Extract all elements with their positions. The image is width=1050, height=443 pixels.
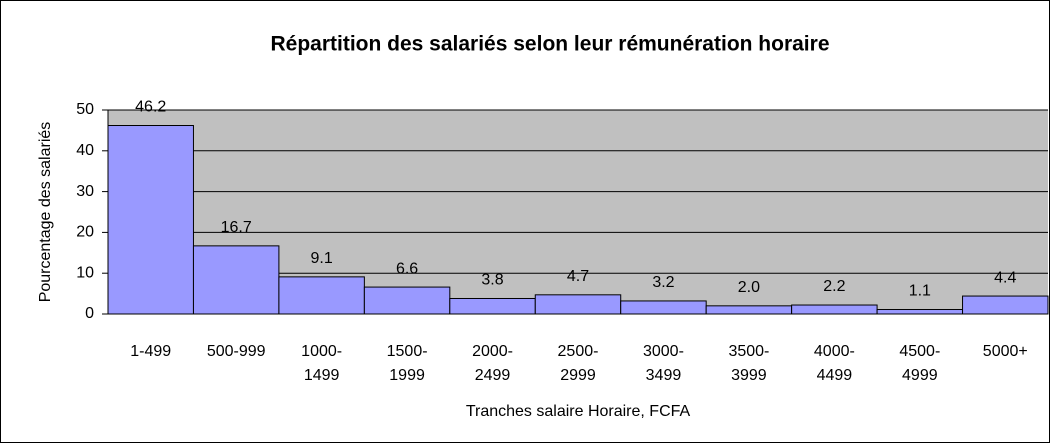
x-tick-label: 1-499	[130, 343, 171, 360]
x-tick-label: 3500-3999	[728, 343, 769, 384]
x-tick-label: 1000-1499	[301, 343, 342, 384]
y-tick-label: 0	[85, 305, 94, 322]
value-label: 16.7	[221, 219, 252, 236]
value-label: 46.2	[135, 99, 166, 116]
x-tick-label: 1500-1999	[387, 343, 428, 384]
chart-title: Répartition des salariés selon leur rému…	[270, 33, 829, 56]
bar	[705, 305, 793, 315]
y-tick-label: 30	[76, 183, 94, 200]
bar	[278, 276, 365, 315]
x-tick-label: 4500-4999	[899, 343, 940, 384]
x-tick-label: 4000-4499	[814, 343, 855, 384]
value-label: 3.2	[652, 274, 674, 291]
y-tick-label: 10	[76, 264, 94, 281]
y-tick-label: 20	[76, 224, 94, 241]
value-label: 4.4	[994, 269, 1016, 286]
x-tick-label: 3000-3499	[643, 343, 684, 384]
bar	[620, 300, 707, 315]
bar	[363, 286, 451, 315]
x-axis-title: Tranches salaire Horaire, FCFA	[466, 403, 691, 420]
bar	[192, 245, 280, 315]
x-tick-label: 5000+	[983, 343, 1028, 360]
value-label: 1.1	[909, 283, 931, 300]
bar	[107, 125, 194, 315]
y-tick-label: 40	[76, 142, 94, 159]
value-label: 3.8	[481, 272, 503, 289]
value-label: 6.6	[396, 260, 418, 277]
x-tick-label: 2000-2499	[472, 343, 513, 384]
bar	[534, 294, 622, 315]
y-tick-label: 50	[76, 101, 94, 118]
bar	[791, 304, 878, 315]
value-label: 2.2	[823, 278, 845, 295]
value-label: 2.0	[738, 279, 760, 296]
x-tick-label: 500-999	[207, 343, 266, 360]
value-label: 9.1	[311, 250, 333, 267]
bar	[449, 297, 536, 315]
y-axis-title: Pourcentage des salariés	[37, 122, 54, 303]
value-label: 4.7	[567, 268, 589, 285]
bar	[962, 295, 1049, 315]
bar	[876, 309, 964, 315]
x-tick-label: 2500-2999	[558, 343, 599, 384]
